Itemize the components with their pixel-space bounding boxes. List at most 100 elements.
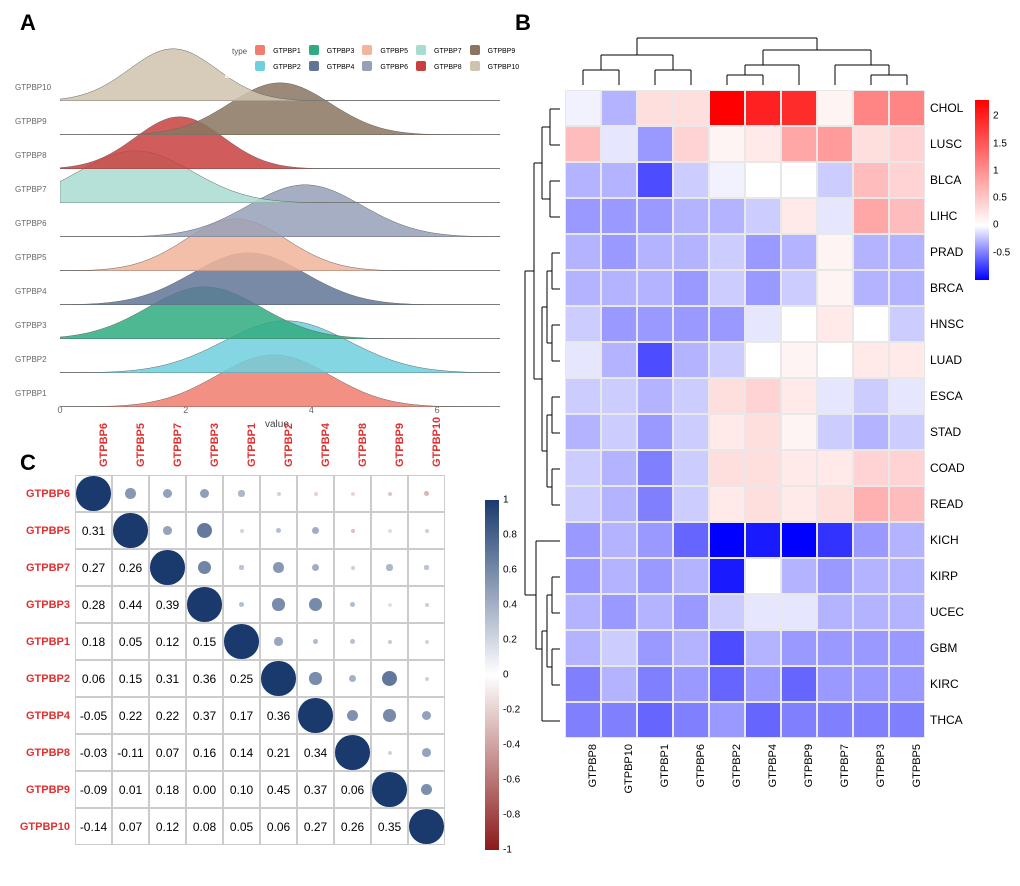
corr-cell xyxy=(186,512,223,549)
heatmap-cell xyxy=(601,378,637,414)
heatmap-cell xyxy=(601,594,637,630)
panel-label-C: C xyxy=(20,450,36,476)
heatmap-cell xyxy=(601,630,637,666)
corr-row-label: GTPBP9 xyxy=(10,784,70,796)
heatmap-cell xyxy=(565,342,601,378)
heatmap-cell xyxy=(745,378,781,414)
corr-circle xyxy=(422,711,431,720)
corr-cell xyxy=(408,734,445,771)
corr-cell: 0.36 xyxy=(186,660,223,697)
colorbar-tick: 0 xyxy=(993,220,999,231)
heatmap-cell xyxy=(745,90,781,126)
heatmap-cell xyxy=(889,342,925,378)
colorbar-tick: 1 xyxy=(993,165,999,176)
heatmap-cell xyxy=(853,450,889,486)
corr-cell: 0.26 xyxy=(334,808,371,845)
corr-circle xyxy=(163,489,172,498)
heatmap-col-label: GTPBP5 xyxy=(911,744,923,787)
heatmap-cell xyxy=(673,594,709,630)
heatmap-cell xyxy=(709,630,745,666)
heatmap-cell xyxy=(745,486,781,522)
heatmap-cell xyxy=(601,90,637,126)
heatmap-cell xyxy=(709,306,745,342)
corr-row-label: GTPBP3 xyxy=(10,599,70,611)
corr-circle xyxy=(421,784,433,796)
heatmap-cell xyxy=(853,666,889,702)
corr-cell: 0.28 xyxy=(75,586,112,623)
heatmap-cell xyxy=(781,270,817,306)
heatmap-cell xyxy=(637,450,673,486)
heatmap-cell xyxy=(889,630,925,666)
heatmap-cell xyxy=(853,630,889,666)
corr-circle xyxy=(125,488,136,499)
heatmap-cell xyxy=(673,270,709,306)
ridge-row-label: GTPBP3 xyxy=(15,321,47,330)
heatmap-cell xyxy=(853,522,889,558)
corr-cell: 0.06 xyxy=(334,771,371,808)
corr-colorbar: 10.80.60.40.20-0.2-0.4-0.6-0.8-1 xyxy=(485,500,499,850)
heatmap-cell xyxy=(565,198,601,234)
colorbar-tick: 0.2 xyxy=(503,635,517,646)
heatmap-row-label: UCEC xyxy=(930,605,964,619)
corr-cell xyxy=(371,734,408,771)
heatmap-row-label: LUAD xyxy=(930,353,962,367)
heatmap-cell xyxy=(817,234,853,270)
correlation-matrix: GTPBP6GTPBP60.31GTPBP5GTPBP50.270.26GTPB… xyxy=(75,475,475,875)
corr-circle xyxy=(298,698,332,732)
corr-cell: 0.05 xyxy=(223,808,260,845)
corr-cell: 0.12 xyxy=(149,623,186,660)
corr-cell: 0.15 xyxy=(112,660,149,697)
corr-cell: 0.10 xyxy=(223,771,260,808)
heatmap-cell xyxy=(889,126,925,162)
corr-cell: 0.00 xyxy=(186,771,223,808)
heatmap-cell xyxy=(853,198,889,234)
heatmap-cell xyxy=(565,522,601,558)
corr-circle xyxy=(351,492,355,496)
heatmap-cell xyxy=(601,198,637,234)
heatmap-cell xyxy=(853,270,889,306)
heatmap-cell xyxy=(565,162,601,198)
heatmap-cell xyxy=(817,666,853,702)
heatmap-cell xyxy=(817,702,853,738)
heatmap-cell xyxy=(781,90,817,126)
heatmap-cell xyxy=(745,594,781,630)
corr-circle xyxy=(425,603,429,607)
panel-label-B: B xyxy=(515,10,531,36)
corr-cell xyxy=(408,771,445,808)
corr-row-label: GTPBP10 xyxy=(10,821,70,833)
corr-circle xyxy=(425,640,429,644)
heatmap: CHOLLUSCBLCALIHCPRADBRCAHNSCLUADESCASTAD… xyxy=(565,90,925,740)
heatmap-cell xyxy=(673,342,709,378)
corr-circle xyxy=(382,671,397,686)
corr-cell xyxy=(371,660,408,697)
heatmap-cell xyxy=(853,90,889,126)
heatmap-cell xyxy=(889,234,925,270)
corr-row-label: GTPBP8 xyxy=(10,747,70,759)
heatmap-cell xyxy=(745,666,781,702)
heatmap-cell xyxy=(889,522,925,558)
colorbar-tick: -0.8 xyxy=(503,810,520,821)
heatmap-cell xyxy=(565,666,601,702)
heatmap-cell xyxy=(673,414,709,450)
heatmap-cell xyxy=(745,234,781,270)
corr-cell: 0.14 xyxy=(223,734,260,771)
corr-cell xyxy=(371,623,408,660)
heatmap-cell xyxy=(637,162,673,198)
heatmap-cell xyxy=(781,342,817,378)
corr-cell: 0.21 xyxy=(260,734,297,771)
colorbar-tick: 0.6 xyxy=(503,565,517,576)
corr-col-label: GTPBP4 xyxy=(320,423,332,467)
corr-circle xyxy=(388,751,392,755)
figure-root: A B C typeGTPBP1GTPBP3GTPBP5GTPBP7GTPBP9… xyxy=(10,10,1010,876)
heatmap-cell xyxy=(709,702,745,738)
heatmap-cell xyxy=(709,342,745,378)
corr-cell xyxy=(334,512,371,549)
heatmap-cell xyxy=(817,450,853,486)
heatmap-cell xyxy=(817,198,853,234)
ridge-row-label: GTPBP2 xyxy=(15,355,47,364)
corr-cell: 0.18 xyxy=(149,771,186,808)
heatmap-cell xyxy=(745,306,781,342)
corr-cell: 0.35 xyxy=(371,808,408,845)
corr-cell: 0.39 xyxy=(149,586,186,623)
heatmap-row-label: READ xyxy=(930,497,963,511)
